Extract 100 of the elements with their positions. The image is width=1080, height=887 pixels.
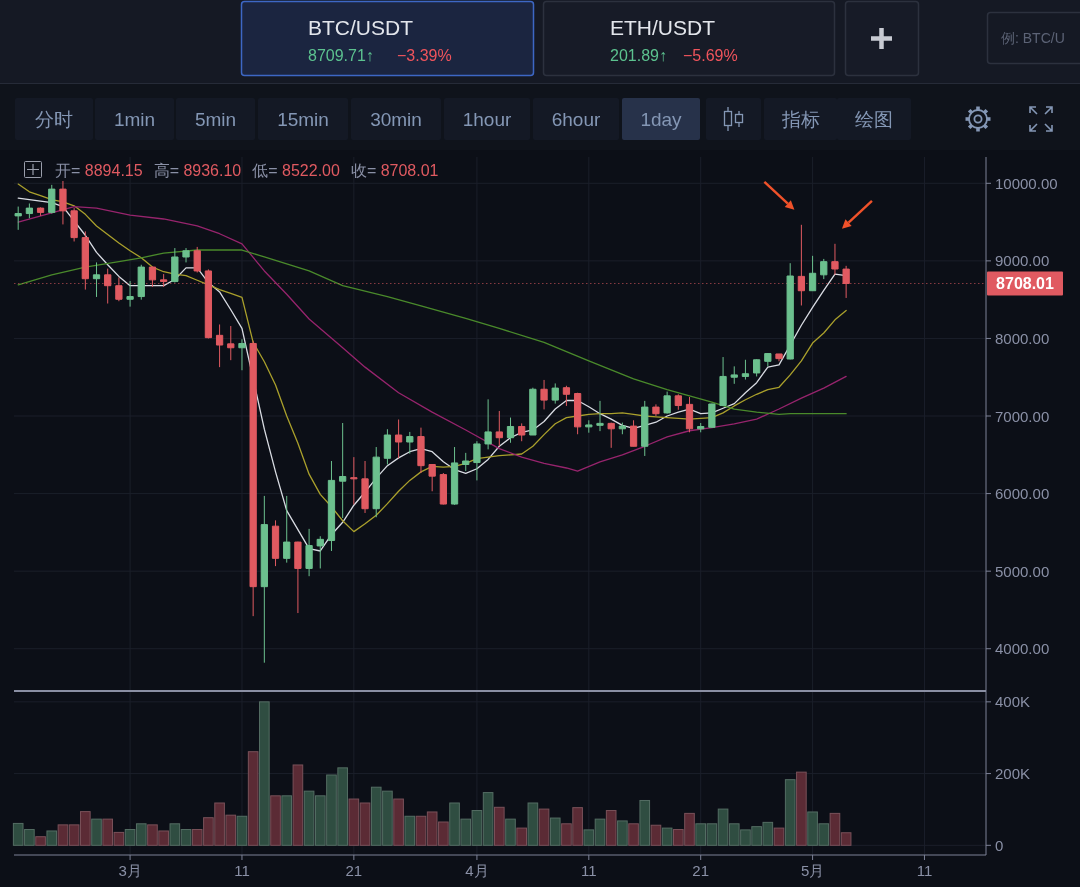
candlestick xyxy=(741,359,750,381)
bar xyxy=(46,830,58,846)
candlestick xyxy=(786,262,794,360)
bar xyxy=(35,836,46,846)
candlestick xyxy=(462,452,470,472)
candlestick xyxy=(797,224,806,306)
candlestick xyxy=(406,431,414,455)
candlestick xyxy=(629,419,638,447)
candlestick xyxy=(70,207,78,242)
candlestick xyxy=(820,258,828,280)
annotation: 开= 8894.15 xyxy=(55,161,143,178)
bar xyxy=(796,771,807,846)
candlestick xyxy=(506,417,515,444)
candlestick xyxy=(249,340,257,617)
bar xyxy=(259,701,270,846)
candlestick xyxy=(48,184,56,215)
text: 1hour xyxy=(462,109,512,130)
candlestick xyxy=(238,338,246,371)
y-tick-label: 9000.00 xyxy=(995,252,1050,270)
text: ETH/USDT xyxy=(610,16,716,39)
y-tick-label: 0 xyxy=(995,836,1004,854)
candlestick xyxy=(607,422,615,449)
bar xyxy=(516,827,527,846)
candlestick xyxy=(652,403,660,417)
candlestick xyxy=(685,396,694,433)
candlestick xyxy=(260,495,268,664)
candlestick xyxy=(14,206,22,231)
candlestick xyxy=(171,247,179,284)
candlestick xyxy=(339,422,347,519)
candlestick xyxy=(327,460,336,552)
candlestick xyxy=(842,265,850,299)
candlestick xyxy=(215,323,224,368)
y-tick-label: 4000.00 xyxy=(995,640,1050,658)
candlestick xyxy=(92,261,101,298)
candlestick xyxy=(137,264,145,301)
candlestick xyxy=(596,400,604,432)
candlestick xyxy=(450,446,459,506)
bar xyxy=(91,818,102,846)
x-tick-label: 21 xyxy=(345,862,363,879)
candlestick xyxy=(562,385,571,407)
candlestick xyxy=(831,243,839,276)
x-tick-label: 11 xyxy=(234,862,250,879)
y-tick-label: 6000.00 xyxy=(995,485,1050,503)
bar xyxy=(493,806,505,846)
candlestick xyxy=(316,535,324,569)
candlestick xyxy=(271,519,280,567)
y-tick-label: 7000.00 xyxy=(995,407,1050,425)
candlestick xyxy=(495,410,503,447)
text: BTC/USDT xyxy=(308,16,414,39)
bar xyxy=(236,815,248,846)
candlestick xyxy=(573,392,582,435)
bar xyxy=(281,795,293,846)
text: 5min xyxy=(194,109,237,130)
candlestick xyxy=(25,202,34,219)
bar xyxy=(393,798,404,846)
bar xyxy=(617,820,628,846)
bar xyxy=(505,818,516,846)
candlestick xyxy=(350,456,358,505)
candlestick xyxy=(305,528,313,577)
candlestick xyxy=(227,325,235,361)
candlestick xyxy=(148,266,157,288)
candlestick xyxy=(439,472,447,505)
candlestick xyxy=(417,427,425,474)
candlestick xyxy=(473,440,481,481)
candlestick xyxy=(719,356,727,407)
text: −5.69% xyxy=(683,47,738,64)
x-tick-label: 11 xyxy=(581,862,597,879)
candlestick xyxy=(551,382,559,405)
candlestick xyxy=(663,391,671,415)
bar xyxy=(247,751,259,846)
x-tick-label: 21 xyxy=(692,862,710,879)
candlestick xyxy=(294,541,302,614)
candlestick xyxy=(283,495,291,564)
text: 分时 xyxy=(35,109,73,130)
annotation: 收= 8708.01 xyxy=(350,161,439,178)
bar xyxy=(292,764,304,846)
x-tick-label: 11 xyxy=(916,862,933,879)
candlestick xyxy=(674,393,682,411)
candlestick xyxy=(540,379,548,410)
candlestick xyxy=(126,280,134,308)
text: 绘图 xyxy=(855,109,893,130)
candlestick xyxy=(808,255,817,292)
text: 201.89↑ xyxy=(610,47,667,64)
bar xyxy=(650,824,662,846)
candlestick xyxy=(160,273,168,288)
candlestick xyxy=(104,268,112,305)
bar xyxy=(773,827,785,846)
y-tick-label: 200K xyxy=(995,765,1031,783)
candlestick xyxy=(182,247,190,263)
y-tick-label: 10000.00 xyxy=(995,174,1058,192)
x-tick-label: 5月 xyxy=(800,862,825,879)
candlestick xyxy=(775,353,783,362)
y-tick-label: 5000.00 xyxy=(995,562,1050,580)
ref-line-label: 8708.01 xyxy=(996,275,1055,293)
candlestick xyxy=(428,463,436,492)
text: −3.39% xyxy=(397,47,452,64)
candlestick xyxy=(204,268,213,339)
text: 30min xyxy=(370,109,422,130)
candlestick xyxy=(193,246,201,274)
candlestick xyxy=(36,206,45,217)
